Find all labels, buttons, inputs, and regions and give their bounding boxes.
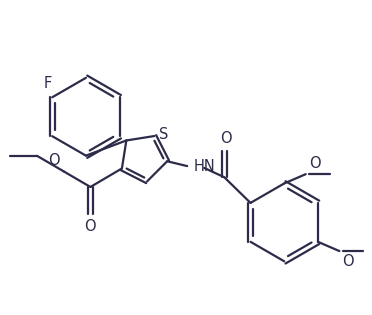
- Text: O: O: [48, 153, 59, 169]
- Text: O: O: [309, 156, 320, 171]
- Text: O: O: [84, 219, 96, 234]
- Text: O: O: [342, 254, 354, 269]
- Text: F: F: [44, 76, 52, 91]
- Text: HN: HN: [194, 159, 216, 174]
- Text: O: O: [220, 131, 232, 146]
- Text: S: S: [159, 127, 168, 142]
